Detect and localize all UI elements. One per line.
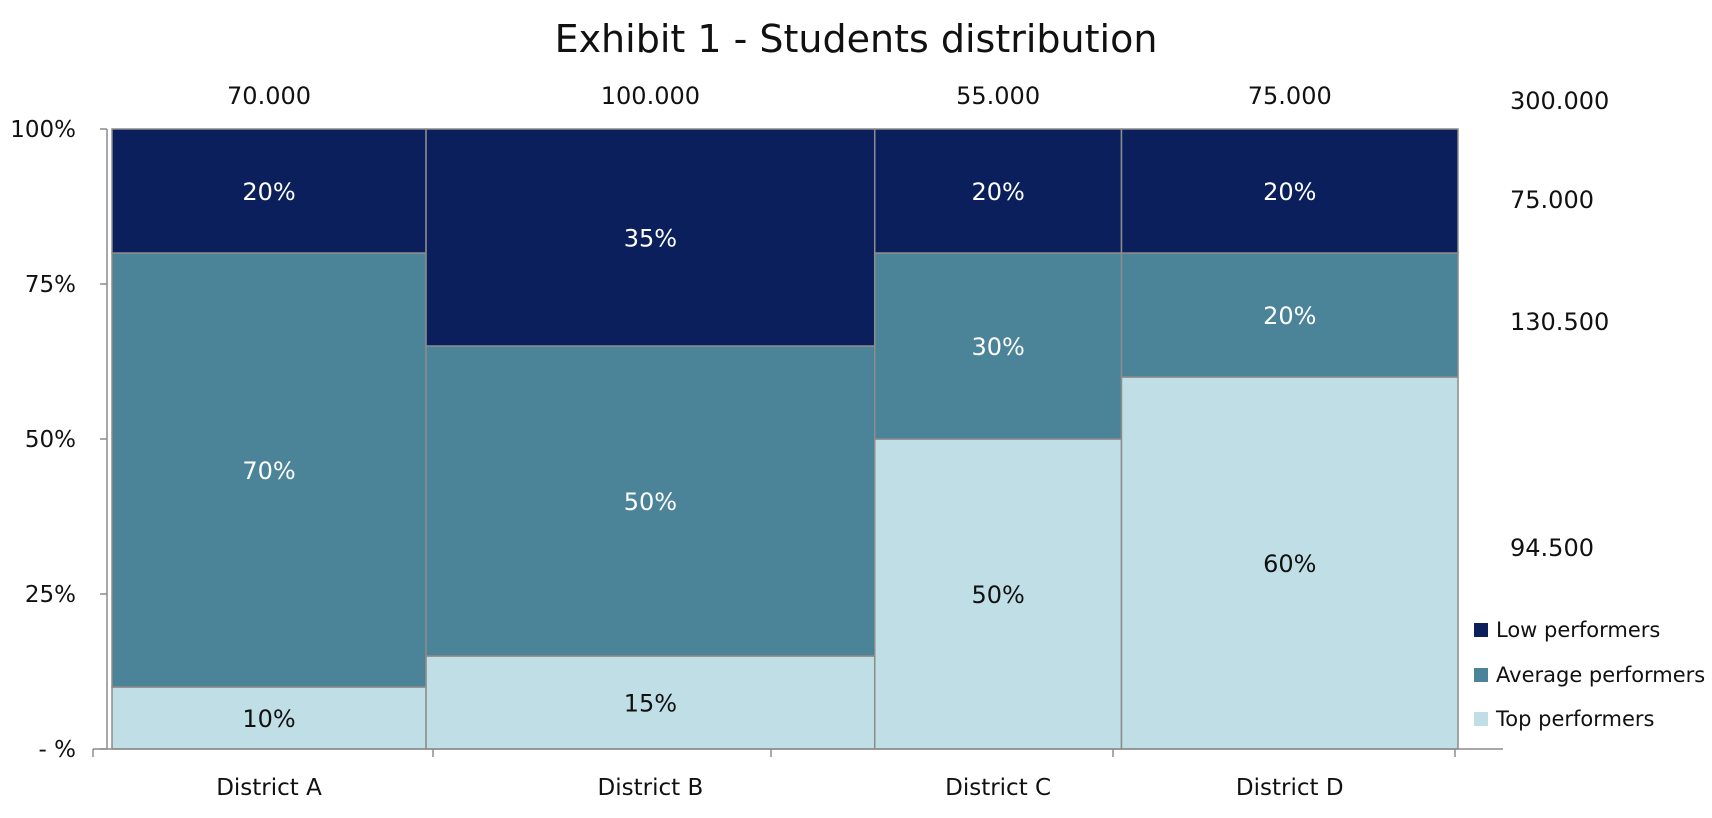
bar-segment-district-c-top-performers bbox=[873, 438, 1123, 750]
data-label-district-b-top-performers: 15% bbox=[624, 690, 677, 718]
chart-title: Exhibit 1 - Students distribution bbox=[555, 17, 1158, 61]
bar-segment-district-a-top-performers bbox=[111, 686, 427, 750]
bar-segment-district-d-top-performers bbox=[1120, 376, 1459, 750]
bar-segment-district-c-low-performers bbox=[873, 128, 1123, 254]
y-tick-label-25: 25% bbox=[25, 582, 76, 608]
right-annotation-average-performers: 130.500 bbox=[1510, 308, 1609, 336]
bar-segment-district-b-top-performers bbox=[425, 655, 876, 750]
data-label-district-c-low-performers: 20% bbox=[971, 178, 1024, 206]
y-tick-label-100: 100% bbox=[10, 117, 76, 143]
bar-segment-district-b-average-performers bbox=[425, 345, 876, 657]
column-total-district-a: 70.000 bbox=[227, 82, 311, 110]
data-label-district-c-top-performers: 50% bbox=[971, 581, 1024, 609]
legend-label-average-performers: Average performers bbox=[1496, 663, 1705, 687]
data-label-district-a-average-performers: 70% bbox=[242, 457, 295, 485]
legend-swatch-low-performers bbox=[1474, 623, 1488, 637]
y-tick-label-0: - % bbox=[39, 737, 76, 763]
legend-swatch-average-performers bbox=[1474, 668, 1488, 682]
x-tick-label-district-d: District D bbox=[1236, 775, 1344, 801]
legend-swatch-top-performers bbox=[1474, 712, 1488, 726]
bar-segment-district-c-average-performers bbox=[873, 252, 1123, 440]
data-label-district-a-low-performers: 20% bbox=[242, 178, 295, 206]
data-label-district-b-low-performers: 35% bbox=[624, 225, 677, 253]
x-tick-label-district-b: District B bbox=[598, 775, 704, 801]
legend-label-low-performers: Low performers bbox=[1496, 618, 1660, 642]
right-annotation-top-performers: 94.500 bbox=[1510, 534, 1594, 562]
data-label-district-c-average-performers: 30% bbox=[971, 333, 1024, 361]
bar-segment-district-a-low-performers bbox=[111, 128, 427, 254]
data-label-district-b-average-performers: 50% bbox=[624, 488, 677, 516]
bar-segment-district-d-low-performers bbox=[1120, 128, 1459, 254]
bar-segment-district-d-average-performers bbox=[1120, 252, 1459, 378]
y-tick-label-50: 50% bbox=[25, 427, 76, 453]
x-tick-label-district-a: District A bbox=[216, 775, 322, 801]
column-total-district-b: 100.000 bbox=[601, 82, 700, 110]
bar-segment-district-a-average-performers bbox=[111, 252, 427, 688]
y-tick-label-75: 75% bbox=[25, 272, 76, 298]
data-label-district-d-low-performers: 20% bbox=[1263, 178, 1316, 206]
x-tick-label-district-c: District C bbox=[945, 775, 1051, 801]
data-label-district-d-average-performers: 20% bbox=[1263, 302, 1316, 330]
right-annotation-low-performers: 75.000 bbox=[1510, 186, 1594, 214]
data-label-district-a-top-performers: 10% bbox=[242, 705, 295, 733]
legend-label-top-performers: Top performers bbox=[1495, 707, 1654, 731]
column-total-district-c: 55.000 bbox=[956, 82, 1040, 110]
column-total-district-d: 75.000 bbox=[1248, 82, 1332, 110]
data-label-district-d-top-performers: 60% bbox=[1263, 550, 1316, 578]
right-annotation-grand-total: 300.000 bbox=[1510, 87, 1609, 115]
bar-segment-district-b-low-performers bbox=[425, 128, 876, 347]
